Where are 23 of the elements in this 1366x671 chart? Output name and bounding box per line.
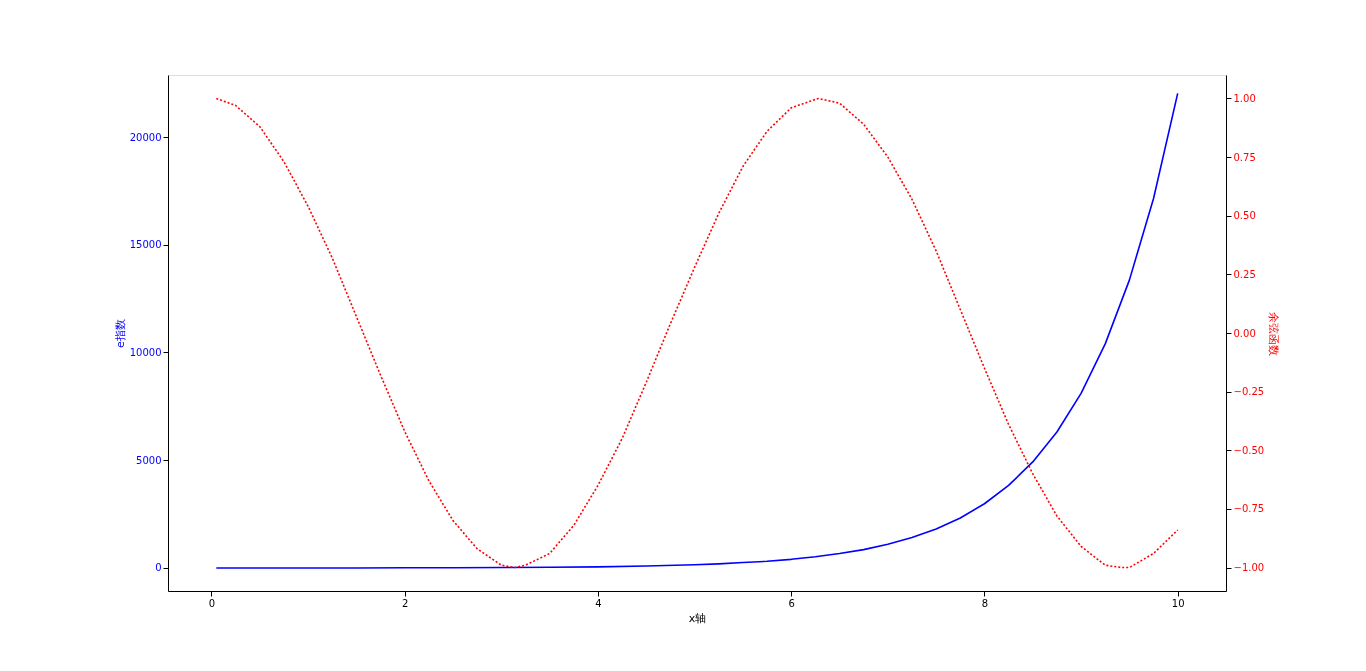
x-tick-label: 0 bbox=[208, 597, 216, 609]
y-axis-title: e指数 bbox=[113, 319, 127, 348]
y2-tick-label: −0.25 bbox=[1233, 386, 1265, 398]
x-tick-label: 2 bbox=[402, 597, 409, 609]
y2-tick-label: −0.50 bbox=[1233, 444, 1265, 456]
x-tick-label: 6 bbox=[788, 597, 795, 609]
y2-tick-label: 0.50 bbox=[1233, 210, 1256, 222]
x-tick-label: 10 bbox=[1171, 597, 1185, 609]
y-tick-label: 0 bbox=[155, 562, 162, 574]
y2-tick-label: −1.00 bbox=[1233, 562, 1265, 574]
y-tick-label: 15000 bbox=[129, 239, 162, 251]
y2-tick-label: 0.25 bbox=[1233, 268, 1256, 280]
y2-tick-label: 0.00 bbox=[1233, 327, 1256, 339]
x-axis-title: x轴 bbox=[688, 611, 707, 625]
y2-axis-title: 余弦函数 bbox=[1267, 311, 1281, 356]
x-tick-label: 4 bbox=[595, 597, 602, 609]
y-tick-label: 10000 bbox=[129, 347, 162, 358]
y2-tick-label: 0.75 bbox=[1233, 151, 1256, 163]
y2-tick-label: −0.75 bbox=[1233, 503, 1265, 515]
y-tick-label: 5000 bbox=[136, 454, 162, 466]
y2-tick-label: 1.00 bbox=[1233, 92, 1256, 104]
y-tick-label: 20000 bbox=[129, 131, 162, 143]
x-tick-label: 8 bbox=[981, 597, 989, 609]
